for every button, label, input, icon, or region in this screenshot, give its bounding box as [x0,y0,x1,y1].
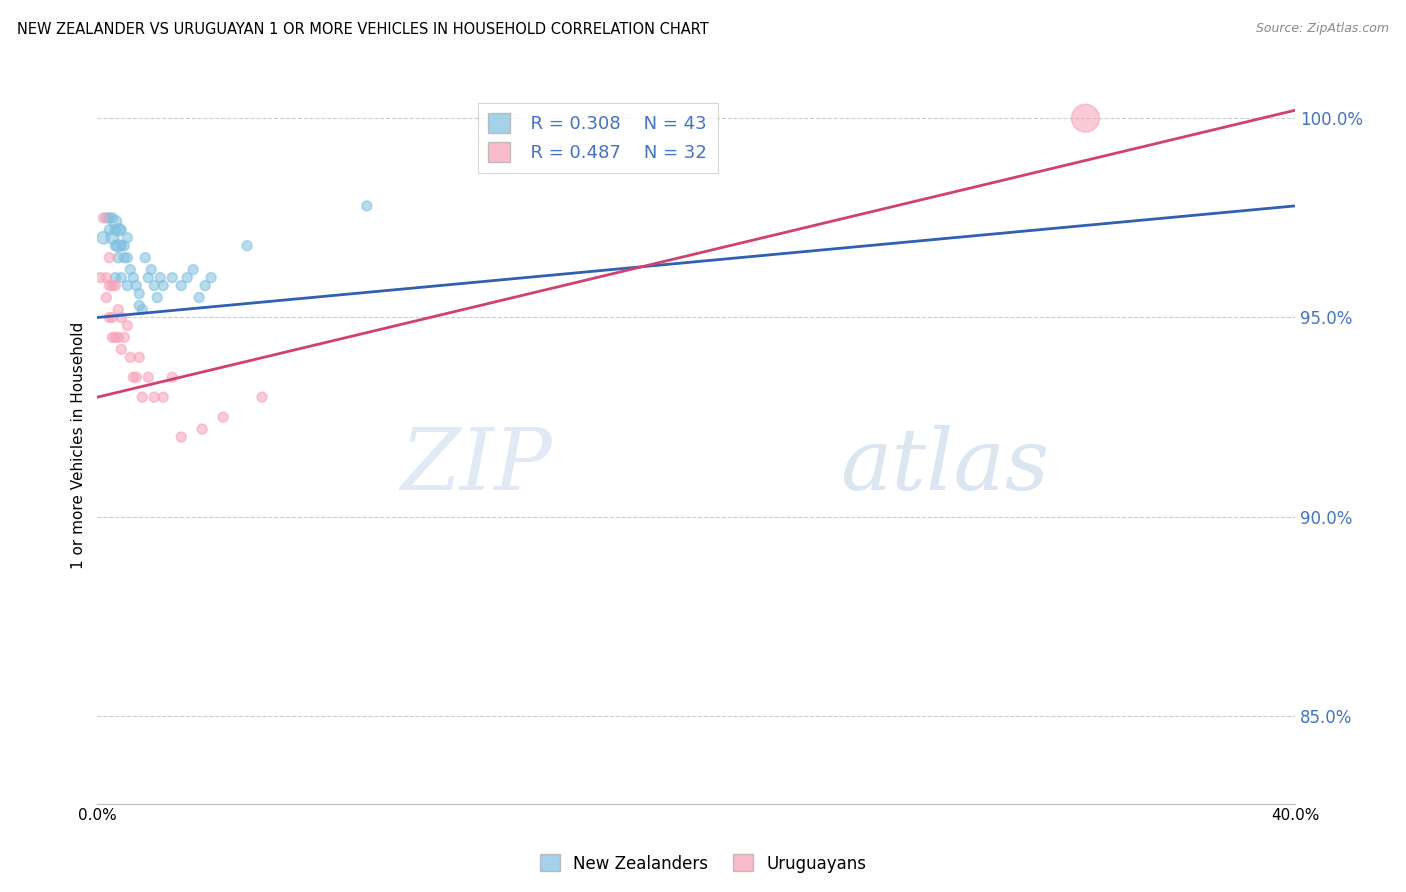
Point [136,270,159,285]
Point [107,223,129,237]
Point [131,302,153,317]
Point [107,251,129,265]
Point [181,262,204,277]
Point [98,223,121,237]
Point [96,291,118,305]
Point [101,278,124,293]
Point [91,231,114,245]
Point [170,278,193,293]
Point [107,302,129,317]
Text: ZIP: ZIP [401,425,553,508]
Point [120,351,142,365]
Point [188,291,211,305]
Point [143,390,166,404]
Point [176,270,198,285]
Point [250,390,273,404]
Legend: New Zealanders, Uruguayans: New Zealanders, Uruguayans [533,847,873,880]
Text: NEW ZEALANDER VS URUGUAYAN 1 OR MORE VEHICLES IN HOUSEHOLD CORRELATION CHART: NEW ZEALANDER VS URUGUAYAN 1 OR MORE VEH… [17,22,709,37]
Point [101,231,124,245]
Point [101,330,124,344]
Point [152,390,174,404]
Point [194,278,217,293]
Point [117,251,139,265]
Text: atlas: atlas [839,425,1049,508]
Point [110,270,132,285]
Point [152,278,174,293]
Point [89,270,111,285]
Point [101,211,124,225]
Point [356,199,378,213]
Point [128,351,150,365]
Point [120,262,142,277]
Point [107,330,129,344]
Point [112,239,135,253]
Point [112,251,135,265]
Point [98,211,121,225]
Point [98,278,121,293]
Point [170,430,193,444]
Point [200,270,222,285]
Point [110,239,132,253]
Point [110,223,132,237]
Point [128,286,150,301]
Point [125,370,148,384]
Point [98,310,121,325]
Point [117,318,139,333]
Point [104,270,127,285]
Point [104,278,127,293]
Y-axis label: 1 or more Vehicles in Household: 1 or more Vehicles in Household [72,321,86,568]
Point [136,370,159,384]
Point [112,330,135,344]
Point [160,370,183,384]
Text: Source: ZipAtlas.com: Source: ZipAtlas.com [1256,22,1389,36]
Point [143,278,166,293]
Point [125,278,148,293]
Point [91,211,114,225]
Point [134,251,156,265]
Point [141,262,163,277]
Point [146,291,169,305]
Point [131,390,153,404]
Point [96,270,118,285]
Point [236,239,259,253]
Point [160,270,183,285]
Point [110,310,132,325]
Point [101,310,124,325]
Point [191,422,214,436]
Legend:   R = 0.308    N = 43,   R = 0.487    N = 32: R = 0.308 N = 43, R = 0.487 N = 32 [478,103,718,173]
Point [149,270,172,285]
Point [110,343,132,357]
Point [117,278,139,293]
Point [104,239,127,253]
Point [128,299,150,313]
Point [96,211,118,225]
Point [98,251,121,265]
Point [104,223,127,237]
Point [1074,112,1097,126]
Point [117,231,139,245]
Point [104,330,127,344]
Point [122,270,145,285]
Point [107,239,129,253]
Point [104,215,127,229]
Point [212,410,235,425]
Point [122,370,145,384]
